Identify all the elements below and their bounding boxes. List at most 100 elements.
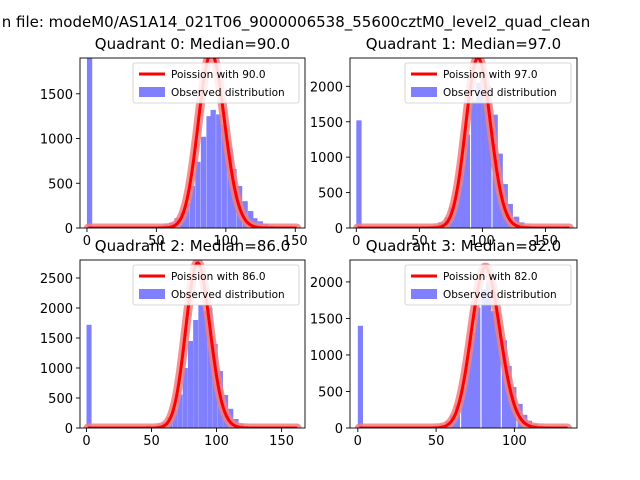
- hist-bar: [206, 116, 212, 228]
- y-tick-label: 500: [318, 187, 343, 202]
- hist-bar: [216, 114, 222, 228]
- legend: Poission with 97.0 Observed distribution: [404, 62, 572, 104]
- legend-hist-swatch: [139, 289, 165, 299]
- figure-suptitle: n file: modeM0/AS1A14_021T06_9000006538_…: [2, 13, 591, 32]
- axes-frame: [349, 259, 578, 429]
- legend-label-observed: Observed distribution: [171, 87, 285, 99]
- hist-bar: [227, 147, 233, 228]
- y-tick-label: 500: [318, 385, 343, 400]
- x-tick-label: 150: [283, 234, 308, 249]
- legend-label-observed: Observed distribution: [443, 289, 557, 301]
- x-tick-label: 100: [204, 434, 229, 449]
- x-tick-label: 50: [428, 434, 445, 449]
- hist-bar: [182, 368, 188, 428]
- subplot-title: Quadrant 1: Median=97.0: [366, 35, 561, 53]
- hist-bar: [202, 311, 208, 428]
- y-tick-label: 500: [48, 177, 73, 192]
- legend-label-poisson: Poission with 86.0: [171, 271, 266, 283]
- y-tick-label: 1000: [310, 151, 343, 166]
- x-tick-label: 100: [502, 434, 527, 449]
- axes-frame: [349, 57, 578, 229]
- x-tick-label: 50: [411, 234, 428, 249]
- hist-bar: [471, 100, 477, 228]
- hist-bar: [195, 161, 201, 228]
- x-tick-label: 0: [83, 234, 91, 249]
- hist-bar: [221, 125, 227, 228]
- hist-bar: [495, 318, 501, 428]
- y-tick-label: 1500: [310, 312, 343, 327]
- hist-bar: [459, 164, 466, 228]
- histogram-bars: [357, 281, 548, 428]
- hist-bar: [86, 324, 92, 428]
- y-tick-label: 2000: [40, 302, 73, 317]
- legend-box: [132, 62, 300, 104]
- hist-bar: [187, 341, 194, 428]
- legend: Poission with 90.0 Observed distribution: [132, 62, 300, 104]
- y-tick-label: 1000: [310, 349, 343, 364]
- y-tick-label: 500: [48, 392, 73, 407]
- hist-bar: [172, 410, 178, 428]
- legend-box: [404, 264, 572, 306]
- y-tick-label: 1500: [40, 88, 73, 103]
- y-tick-label: 1000: [40, 133, 73, 148]
- hist-bar: [470, 333, 476, 428]
- hist-bar: [189, 185, 195, 228]
- y-tick-label: 2000: [310, 80, 343, 95]
- hist-bar: [356, 120, 362, 228]
- hist-bar: [193, 320, 199, 428]
- y-tick-label: 0: [335, 222, 343, 237]
- hist-bar: [481, 73, 487, 228]
- poisson-curve: [359, 265, 568, 428]
- x-tick-label: 100: [470, 234, 495, 249]
- axes-frame: [79, 259, 306, 429]
- subplot-title: Quadrant 0: Median=90.0: [95, 35, 290, 53]
- subplot-title: Quadrant 3: Median=82.0: [366, 237, 561, 255]
- hist-bar: [481, 289, 487, 428]
- hist-bar: [486, 86, 492, 228]
- x-tick-label: 50: [143, 434, 160, 449]
- y-tick-label: 1500: [40, 332, 73, 347]
- legend-hist-swatch: [411, 87, 437, 97]
- y-tick-label: 2500: [40, 272, 73, 287]
- x-tick-label: 0: [82, 434, 90, 449]
- hist-bar: [177, 394, 183, 428]
- legend-label-observed: Observed distribution: [443, 87, 557, 99]
- legend: Poission with 82.0 Observed distribution: [404, 264, 572, 306]
- axes-frame: [79, 57, 306, 229]
- hist-bar: [465, 362, 472, 428]
- x-tick-label: 0: [354, 434, 362, 449]
- hist-bar: [490, 311, 497, 428]
- legend-hist-swatch: [411, 289, 437, 299]
- y-tick-label: 1500: [310, 116, 343, 131]
- hist-bar: [461, 387, 467, 428]
- y-tick-label: 2000: [310, 276, 343, 291]
- y-tick-label: 0: [335, 422, 343, 437]
- subplot-title: Quadrant 2: Median=86.0: [95, 237, 290, 255]
- hist-bar: [464, 134, 471, 228]
- x-tick-label: 50: [148, 234, 165, 249]
- x-tick-label: 100: [213, 234, 238, 249]
- x-tick-label: 0: [352, 234, 360, 249]
- legend-label-observed: Observed distribution: [171, 289, 285, 301]
- x-tick-label: 150: [533, 234, 558, 249]
- y-tick-label: 0: [65, 222, 73, 237]
- legend-label-poisson: Poission with 82.0: [443, 271, 538, 283]
- hist-bar: [475, 307, 481, 428]
- legend-hist-swatch: [139, 87, 165, 97]
- hist-bar: [86, 58, 93, 228]
- legend-label-poisson: Poission with 90.0: [171, 69, 266, 81]
- hist-bar: [198, 305, 204, 428]
- legend-box: [132, 264, 300, 306]
- legend-label-poisson: Poission with 97.0: [443, 69, 538, 81]
- hist-bar: [200, 136, 207, 228]
- x-tick-label: 150: [269, 434, 294, 449]
- legend-box: [404, 62, 572, 104]
- y-tick-label: 0: [65, 422, 73, 437]
- hist-bar: [357, 325, 363, 428]
- legend: Poission with 86.0 Observed distribution: [132, 264, 300, 306]
